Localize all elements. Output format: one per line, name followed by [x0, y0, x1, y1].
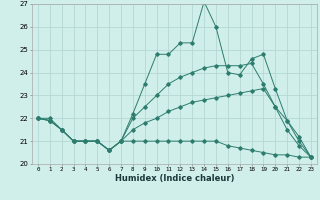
X-axis label: Humidex (Indice chaleur): Humidex (Indice chaleur) — [115, 174, 234, 183]
